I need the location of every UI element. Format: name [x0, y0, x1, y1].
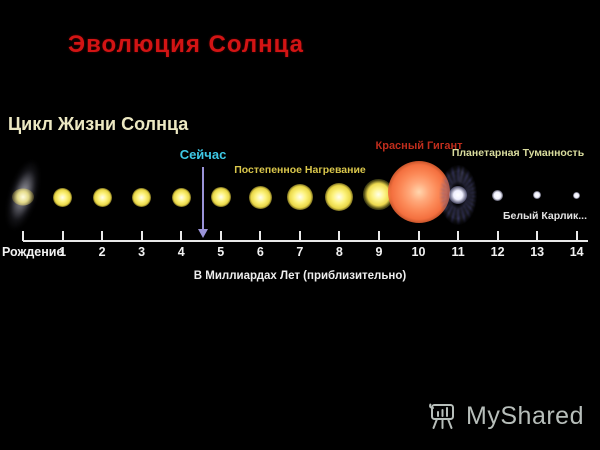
watermark-label: MyShared	[466, 401, 584, 430]
presentation-board-icon	[429, 403, 455, 429]
planetary-nebula-core	[449, 186, 468, 204]
stage-sun	[248, 185, 272, 209]
tick-label-5: 5	[217, 245, 225, 259]
tick-label-6: 6	[256, 245, 264, 259]
tick-mark	[61, 231, 64, 241]
stage-white-dwarf	[492, 189, 504, 201]
axis-caption: В Миллиардах Лет (приблизительно)	[193, 270, 407, 282]
tick-label-14: 14	[569, 245, 584, 259]
tick-mark	[575, 231, 578, 241]
tick-label-9: 9	[375, 245, 383, 259]
now-arrow-head	[197, 229, 208, 238]
stage-sun	[53, 187, 73, 207]
tick-mark	[377, 231, 380, 241]
stage-white-dwarf	[573, 191, 581, 199]
tick-mark	[496, 231, 499, 241]
tick-mark	[101, 231, 104, 241]
stage-sun	[132, 187, 152, 207]
tick-label-11: 11	[451, 245, 465, 259]
birth-label: Рождение	[2, 245, 64, 259]
tick-label-2: 2	[98, 245, 106, 259]
planetary-nebula-label: Планетарная Туманность	[451, 147, 585, 159]
tick-label-13: 13	[530, 245, 545, 259]
now-arrow-line	[201, 167, 204, 230]
tick-label-10: 10	[411, 245, 426, 259]
stage-sun	[92, 187, 112, 207]
now-label: Сейчас	[179, 147, 227, 162]
stage-protostellar-cloud	[0, 152, 56, 238]
tick-mark	[298, 231, 301, 241]
stage-sun	[325, 183, 354, 211]
tick-mark	[22, 231, 24, 241]
tick-label-7: 7	[296, 245, 304, 259]
stage-sun	[210, 187, 231, 207]
stage-planetary-nebula	[432, 154, 485, 236]
tick-mark	[338, 231, 341, 241]
tick-mark	[140, 231, 143, 241]
diagram-heading: Цикл Жизни Солнца	[8, 114, 189, 134]
tick-mark	[259, 231, 262, 241]
now-arrow-icon	[197, 167, 208, 239]
gradual-heating-label: Постепенное Нагревание	[234, 164, 366, 176]
tick-mark	[457, 231, 460, 241]
slide-title: Эволюция Солнца	[68, 31, 305, 58]
timeline-axis	[23, 240, 588, 242]
tick-mark	[219, 231, 222, 241]
tick-mark	[180, 231, 183, 241]
protostellar-cloud-core	[12, 188, 34, 206]
white-dwarf-label: Белый Карлик...	[502, 210, 587, 222]
tick-label-1: 1	[59, 245, 67, 259]
tick-label-12: 12	[490, 245, 505, 259]
tick-label-8: 8	[335, 245, 343, 259]
red-giant-label: Красный Гигант	[375, 140, 463, 152]
tick-mark	[417, 231, 420, 241]
stage-sun	[171, 187, 191, 207]
tick-label-3: 3	[138, 245, 146, 259]
stage-white-dwarf	[533, 191, 542, 199]
myshared-watermark: MyShared	[426, 400, 584, 432]
stage-sun	[286, 184, 313, 210]
tick-label-4: 4	[177, 245, 185, 259]
tick-mark	[536, 231, 539, 241]
